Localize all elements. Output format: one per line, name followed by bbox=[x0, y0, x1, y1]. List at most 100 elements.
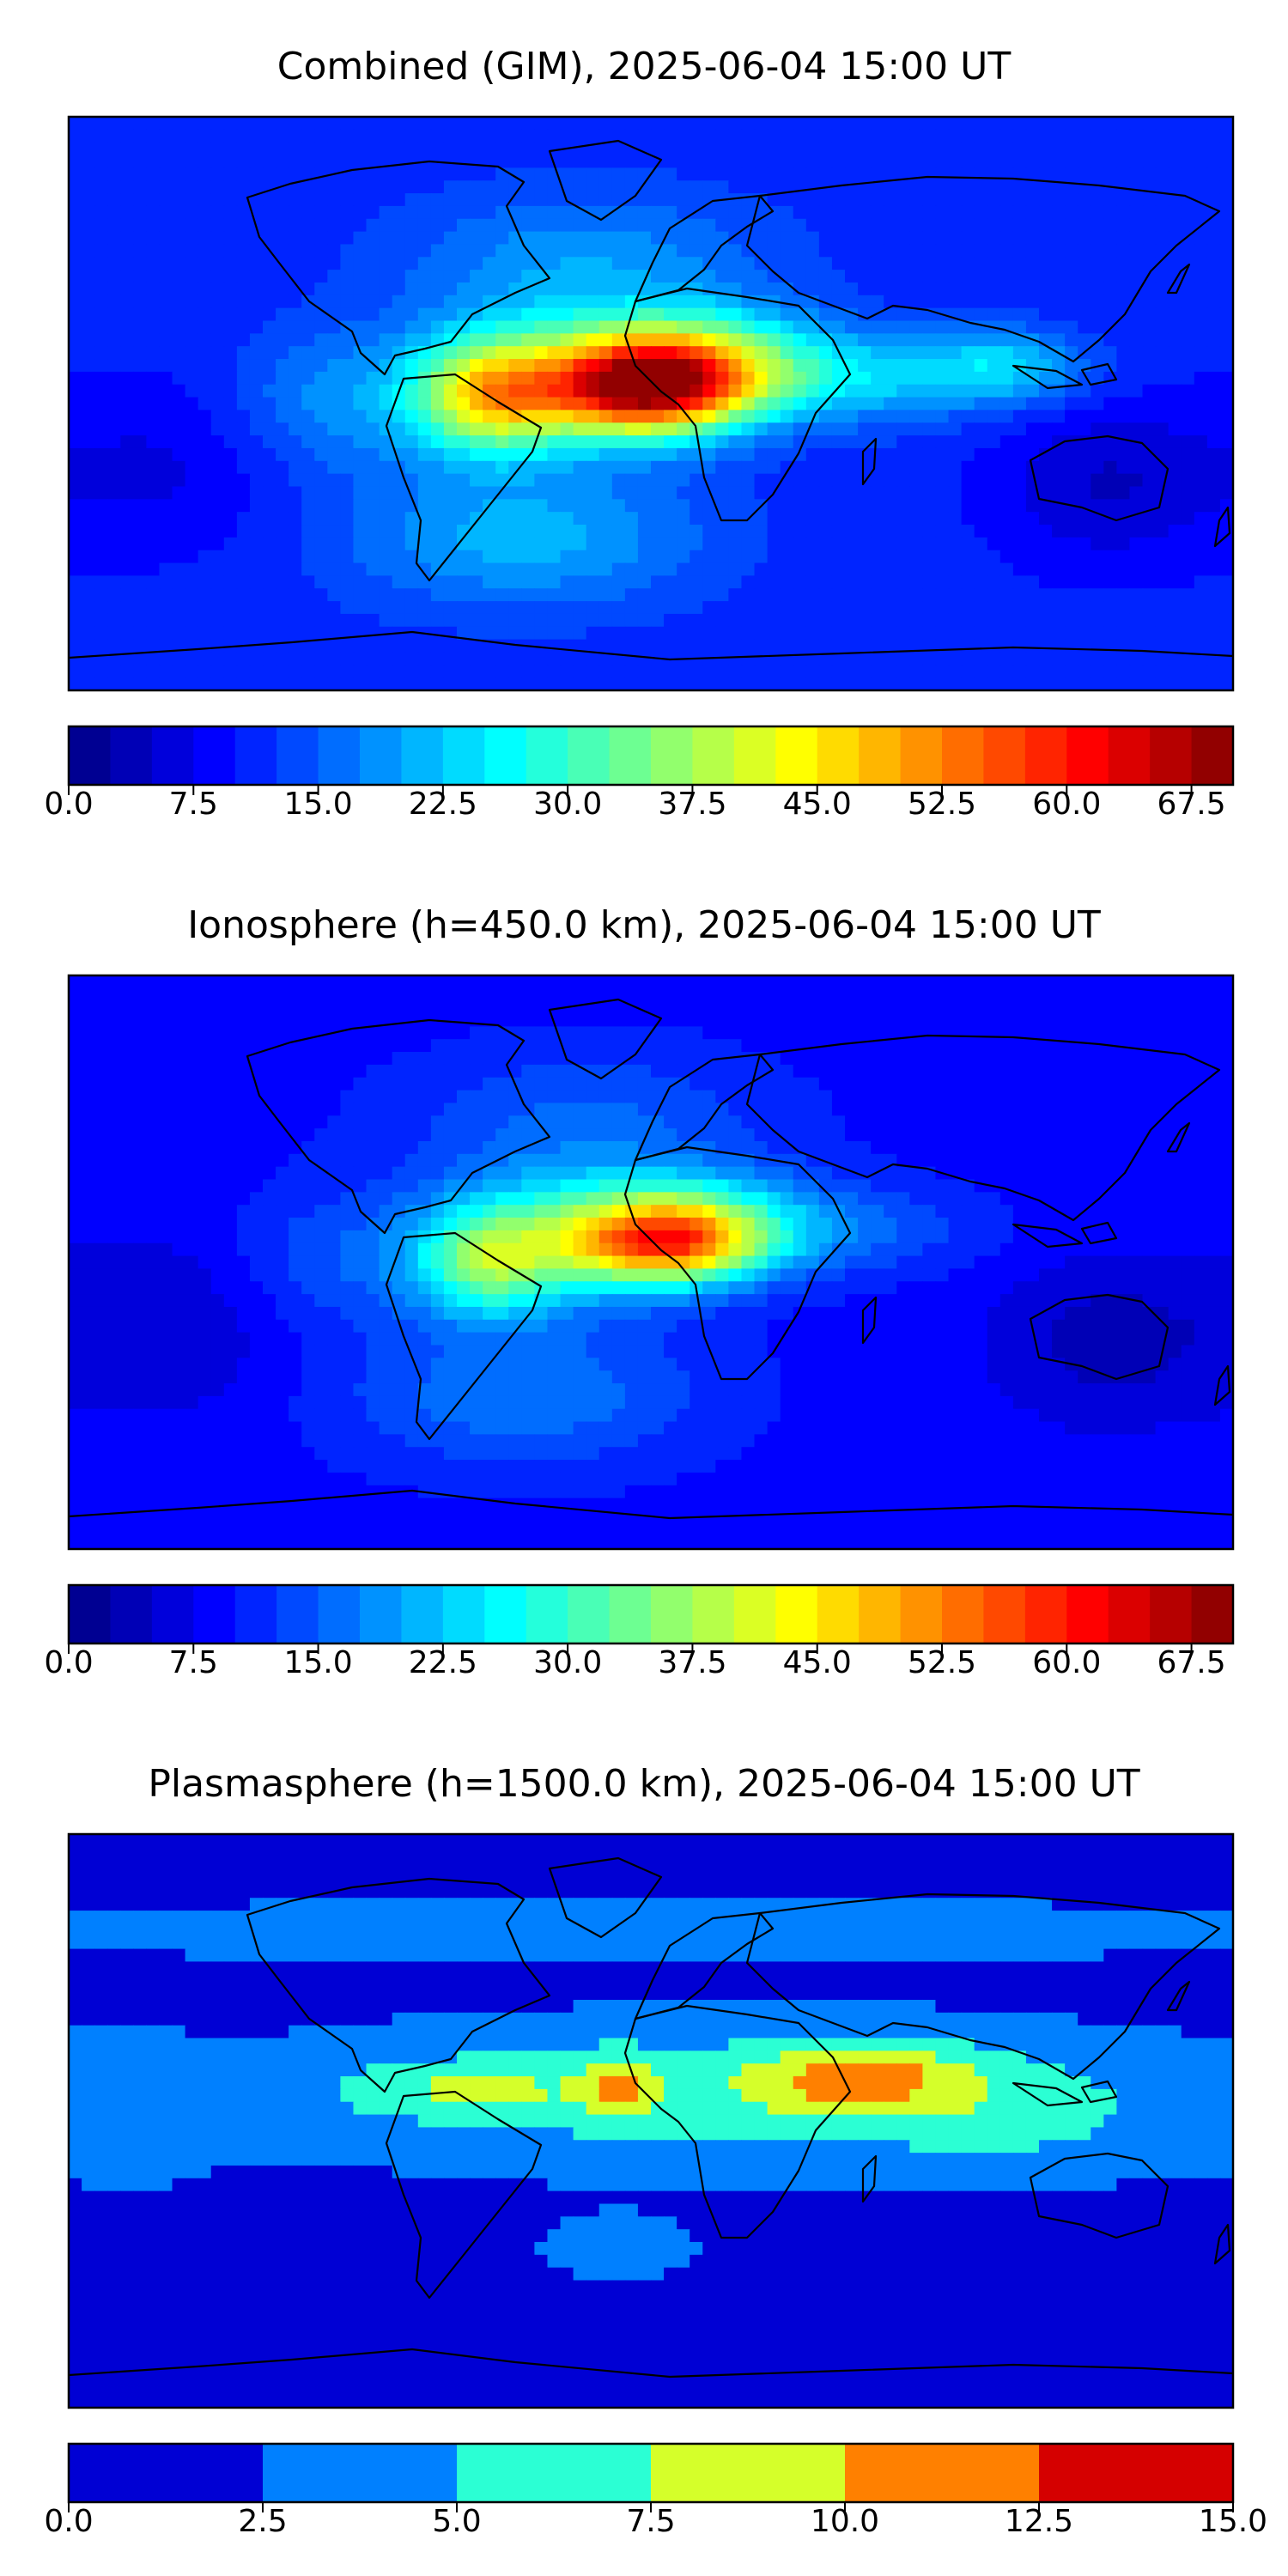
heatmap-cell bbox=[845, 601, 859, 615]
heatmap-cell bbox=[586, 588, 600, 602]
heatmap-cell bbox=[197, 613, 212, 628]
heatmap-cell bbox=[508, 975, 522, 989]
heatmap-cell bbox=[728, 282, 743, 296]
heatmap-cell bbox=[935, 270, 950, 283]
heatmap-cell bbox=[741, 575, 756, 589]
heatmap-cell bbox=[404, 231, 419, 246]
heatmap-cell bbox=[677, 155, 690, 168]
heatmap-cell bbox=[1025, 244, 1040, 258]
heatmap-cell bbox=[598, 167, 613, 181]
heatmap-cell bbox=[185, 525, 199, 538]
heatmap-cell bbox=[82, 537, 95, 551]
heatmap-cell bbox=[353, 155, 368, 168]
heatmap-cell bbox=[999, 987, 1014, 1002]
heatmap-cell bbox=[845, 975, 859, 989]
heatmap-cell bbox=[754, 588, 769, 602]
heatmap-cell bbox=[223, 562, 238, 576]
heatmap-cell bbox=[818, 384, 833, 398]
heatmap-cell bbox=[495, 320, 509, 334]
heatmap-cell bbox=[185, 447, 199, 462]
heatmap-cell bbox=[1091, 218, 1104, 233]
heatmap-cell bbox=[909, 1052, 923, 1066]
heatmap-cell bbox=[871, 1000, 884, 1015]
heatmap-cell bbox=[392, 1090, 406, 1104]
heatmap-cell bbox=[443, 652, 458, 665]
heatmap-cell bbox=[651, 1077, 665, 1091]
heatmap-cell bbox=[1194, 167, 1208, 181]
heatmap-cell bbox=[1103, 1064, 1117, 1078]
heatmap-cell bbox=[664, 1013, 677, 1027]
heatmap-cell bbox=[560, 550, 574, 564]
heatmap-cell bbox=[573, 244, 587, 258]
heatmap-cell bbox=[1219, 384, 1233, 398]
heatmap-cell bbox=[263, 205, 276, 220]
heatmap-cell bbox=[69, 410, 82, 423]
heatmap-cell bbox=[172, 665, 186, 678]
heatmap-cell bbox=[922, 422, 937, 436]
heatmap-cell bbox=[1142, 575, 1157, 589]
heatmap-cell bbox=[521, 1026, 535, 1040]
heatmap-cell bbox=[133, 244, 147, 258]
heatmap-cell bbox=[1194, 1013, 1208, 1027]
heatmap-cell bbox=[521, 410, 535, 423]
heatmap-cell bbox=[1194, 562, 1208, 576]
heatmap-cell bbox=[690, 1052, 703, 1066]
heatmap-cell bbox=[133, 512, 147, 526]
heatmap-cell bbox=[172, 575, 186, 589]
heatmap-cell bbox=[858, 371, 872, 386]
heatmap-cell bbox=[508, 1000, 522, 1015]
heatmap-cell bbox=[483, 525, 496, 538]
heatmap-cell bbox=[392, 562, 406, 576]
heatmap-cell bbox=[210, 575, 225, 589]
heatmap-cell bbox=[922, 665, 937, 678]
heatmap-cell bbox=[534, 626, 549, 641]
heatmap-cell bbox=[805, 193, 820, 207]
heatmap-cell bbox=[1025, 295, 1040, 309]
heatmap-cell bbox=[1039, 346, 1053, 360]
heatmap-cell bbox=[1181, 447, 1195, 462]
heatmap-cell bbox=[1219, 270, 1233, 283]
heatmap-cell bbox=[1168, 384, 1182, 398]
heatmap-cell bbox=[1155, 447, 1170, 462]
heatmap-cell bbox=[1039, 499, 1053, 513]
heatmap-cell bbox=[767, 447, 781, 462]
heatmap-cell bbox=[1078, 1013, 1091, 1027]
colorbar-tick-label: 22.5 bbox=[409, 787, 477, 822]
heatmap-cell bbox=[1091, 410, 1104, 423]
heatmap-cell bbox=[948, 295, 963, 309]
heatmap-cell bbox=[146, 422, 161, 436]
heatmap-cell bbox=[987, 333, 1001, 347]
heatmap-cell bbox=[845, 257, 859, 270]
heatmap-cell bbox=[586, 1064, 600, 1078]
heatmap-cell bbox=[146, 155, 161, 168]
heatmap-cell bbox=[483, 1090, 496, 1104]
heatmap-cell bbox=[263, 613, 276, 628]
heatmap-cell bbox=[974, 422, 988, 436]
heatmap-cell bbox=[366, 270, 380, 283]
heatmap-cell bbox=[404, 1026, 419, 1040]
heatmap-cell bbox=[896, 537, 910, 551]
heatmap-cell bbox=[197, 282, 212, 296]
heatmap-cell bbox=[210, 333, 225, 347]
heatmap-cell bbox=[470, 677, 483, 690]
heatmap-cell bbox=[327, 460, 341, 475]
heatmap-cell bbox=[948, 435, 963, 449]
heatmap-cell bbox=[1039, 282, 1053, 296]
heatmap-cell bbox=[909, 193, 923, 207]
heatmap-cell bbox=[457, 193, 471, 207]
heatmap-cell bbox=[780, 231, 794, 246]
heatmap-cell bbox=[159, 167, 173, 181]
heatmap-cell bbox=[1206, 422, 1221, 436]
heatmap-cell bbox=[120, 359, 134, 373]
heatmap-cell bbox=[197, 155, 212, 168]
heatmap-cell bbox=[133, 499, 147, 513]
heatmap-cell bbox=[1219, 550, 1233, 564]
heatmap-cell bbox=[1103, 282, 1117, 296]
heatmap-cell bbox=[107, 1052, 121, 1066]
heatmap-cell bbox=[417, 1000, 432, 1015]
heatmap-cell bbox=[457, 270, 471, 283]
heatmap-cell bbox=[236, 460, 251, 475]
heatmap-cell bbox=[560, 333, 574, 347]
heatmap-cell bbox=[353, 257, 368, 270]
heatmap-cell bbox=[884, 193, 897, 207]
